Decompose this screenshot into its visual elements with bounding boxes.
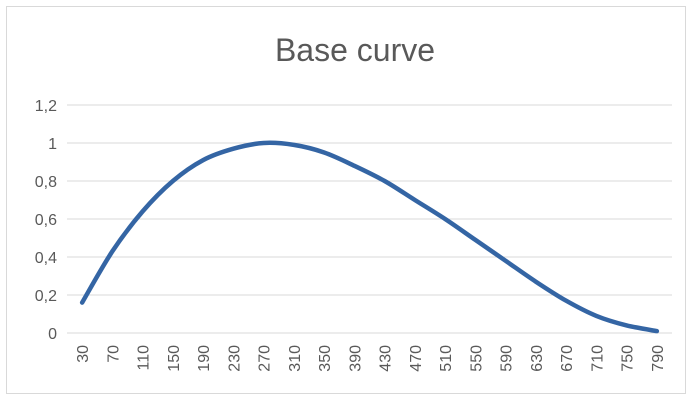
x-tick-label: 190	[196, 345, 213, 372]
x-tick-label: 390	[347, 345, 364, 372]
x-tick-label: 710	[589, 345, 606, 372]
y-axis-ticks: 0 0,2 0,4 0,6 0,8 1 1,2	[35, 98, 57, 343]
x-tick-label: 270	[257, 345, 274, 372]
chart-title: Base curve	[275, 32, 435, 68]
y-tick-label: 0,2	[35, 288, 57, 305]
x-tick-label: 430	[378, 345, 395, 372]
x-tick-label: 550	[468, 345, 485, 372]
x-tick-label: 230	[226, 345, 243, 372]
chart-frame	[6, 6, 686, 394]
x-tick-label: 110	[136, 345, 153, 371]
x-tick-label: 510	[438, 345, 455, 372]
x-tick-label: 310	[287, 345, 304, 372]
x-tick-label: 790	[650, 345, 667, 372]
y-tick-label: 0,6	[35, 212, 57, 229]
y-tick-label: 0,4	[35, 250, 57, 267]
x-tick-label: 470	[408, 345, 425, 372]
y-tick-label: 0	[48, 326, 57, 343]
y-tick-label: 1	[48, 136, 57, 153]
x-tick-label: 630	[529, 345, 546, 372]
series-line	[79, 140, 660, 334]
gridlines	[67, 104, 672, 334]
x-tick-label: 590	[499, 345, 516, 372]
x-tick-label: 70	[105, 345, 122, 363]
x-tick-label: 350	[317, 345, 334, 372]
x-tick-label: 30	[75, 345, 92, 363]
x-tick-label: 750	[620, 345, 637, 372]
series-layer	[79, 140, 660, 334]
y-tick-label: 1,2	[35, 98, 57, 115]
x-tick-label: 670	[559, 345, 576, 372]
x-axis-ticks: 30 70 110 150 190 230 270 310 350 390 430 470 510 550…	[75, 345, 667, 372]
x-tick-label: 150	[166, 345, 183, 372]
y-tick-label: 0,8	[35, 174, 57, 191]
